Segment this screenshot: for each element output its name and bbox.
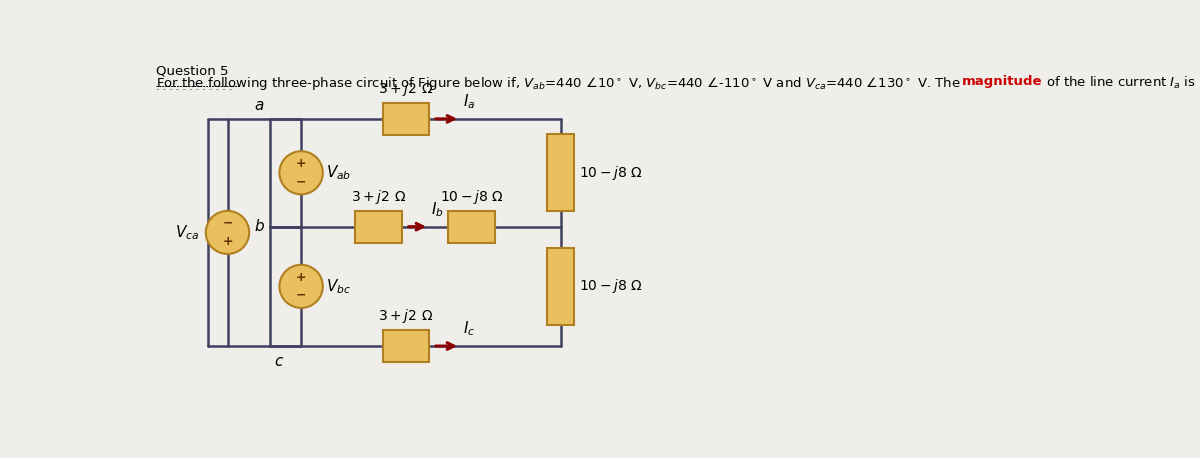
Ellipse shape (206, 211, 250, 254)
Text: +: + (296, 271, 306, 284)
Bar (355, 211, 402, 243)
Text: −: − (296, 175, 306, 188)
Ellipse shape (280, 151, 323, 194)
Bar (547, 134, 575, 211)
Text: magnitude: magnitude (961, 75, 1042, 88)
Text: $V_{ab}$: $V_{ab}$ (326, 164, 352, 182)
Text: −: − (296, 289, 306, 302)
Text: a: a (254, 98, 264, 113)
Text: +: + (222, 235, 233, 248)
Text: Question 5: Question 5 (156, 65, 229, 78)
Bar (383, 103, 430, 135)
Text: b: b (254, 219, 264, 234)
Text: $3+j2\ \Omega$: $3+j2\ \Omega$ (352, 188, 407, 206)
Text: $10-j8\ \Omega$: $10-j8\ \Omega$ (439, 188, 504, 206)
Text: $I_a$: $I_a$ (463, 93, 475, 111)
Text: - - - - - - - - - - - -: - - - - - - - - - - - - (156, 84, 235, 94)
Text: $10-j8\ \Omega$: $10-j8\ \Omega$ (578, 164, 643, 182)
Text: of the line current $I_a$ is: of the line current $I_a$ is (1042, 75, 1196, 91)
Text: $V_{ca}$: $V_{ca}$ (175, 223, 199, 242)
Bar (383, 330, 430, 362)
Text: $I_b$: $I_b$ (431, 200, 444, 219)
Text: c: c (274, 354, 282, 369)
Text: $I_c$: $I_c$ (463, 320, 475, 338)
Text: $3+j2\ \Omega$: $3+j2\ \Omega$ (378, 307, 433, 325)
Bar (449, 211, 494, 243)
Text: For the following three-phase circuit of Figure below if, $V_{ab}$=440 $\angle$1: For the following three-phase circuit of… (156, 75, 961, 92)
Text: $3+j2\ \Omega$: $3+j2\ \Omega$ (378, 80, 433, 98)
Bar (547, 248, 575, 325)
Text: $V_{bc}$: $V_{bc}$ (326, 277, 350, 296)
Text: +: + (296, 157, 306, 170)
Text: $10-j8\ \Omega$: $10-j8\ \Omega$ (578, 278, 643, 295)
Ellipse shape (280, 265, 323, 308)
Text: −: − (222, 217, 233, 230)
